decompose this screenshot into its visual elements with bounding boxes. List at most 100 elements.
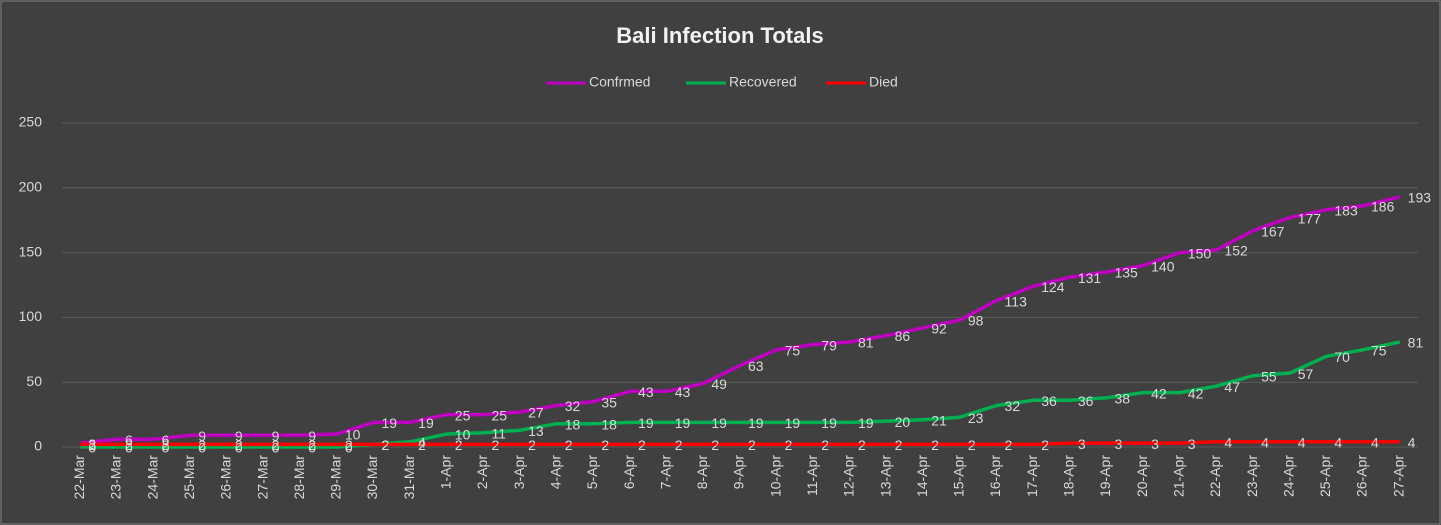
x-tick-label: 12-Apr: [841, 455, 857, 497]
y-tick-label: 250: [19, 114, 43, 130]
data-label: 32: [1005, 398, 1021, 414]
data-label: 9: [308, 428, 316, 444]
data-label: 2: [785, 437, 793, 453]
x-tick-label: 5-Apr: [584, 455, 600, 490]
data-label: 98: [968, 313, 984, 329]
data-label: 25: [491, 407, 507, 423]
data-label: 2: [491, 437, 499, 453]
x-tick-label: 27-Apr: [1390, 455, 1406, 497]
data-label: 0: [235, 440, 243, 456]
data-label: 18: [601, 416, 617, 432]
x-tick-label: 25-Apr: [1317, 455, 1333, 497]
data-label: 6: [162, 432, 170, 448]
x-tick-label: 29-Mar: [328, 455, 344, 500]
y-tick-label: 50: [26, 373, 42, 389]
data-label: 0: [198, 440, 206, 456]
data-label: 3: [1151, 436, 1159, 452]
data-label: 2: [88, 437, 96, 453]
x-tick-label: 22-Mar: [71, 455, 87, 500]
data-label: 9: [235, 428, 243, 444]
data-label: 23: [968, 410, 984, 426]
data-label: 55: [1261, 368, 1277, 384]
y-tick-label: 100: [19, 308, 43, 324]
data-label: 18: [565, 416, 581, 432]
legend-label: Confrmed: [589, 74, 650, 90]
data-label: 19: [858, 415, 874, 431]
x-tick-label: 24-Apr: [1280, 455, 1296, 497]
data-label: 2: [1005, 437, 1013, 453]
data-label: 0: [308, 440, 316, 456]
data-label: 19: [418, 415, 434, 431]
data-label: 9: [272, 428, 280, 444]
y-tick-label: 150: [19, 243, 43, 259]
data-label: 2: [821, 437, 829, 453]
x-tick-label: 26-Apr: [1354, 455, 1370, 497]
x-tick-label: 8-Apr: [694, 455, 710, 490]
data-label: 35: [601, 394, 617, 410]
data-label: 79: [821, 337, 837, 353]
x-tick-label: 7-Apr: [657, 455, 673, 490]
data-label: 2: [565, 437, 573, 453]
data-label: 4: [1371, 435, 1379, 451]
x-tick-label: 17-Apr: [1024, 455, 1040, 497]
data-label: 2: [345, 437, 353, 453]
x-tick-label: 19-Apr: [1097, 455, 1113, 497]
data-label: 2: [858, 437, 866, 453]
y-tick-label: 0: [34, 438, 42, 454]
data-label: 75: [785, 343, 801, 359]
data-label: 20: [895, 414, 911, 430]
x-tick-label: 21-Apr: [1170, 455, 1186, 497]
data-label: 2: [601, 437, 609, 453]
data-label: 2: [272, 437, 280, 453]
data-label: 2: [528, 437, 536, 453]
data-label: 10: [345, 427, 361, 443]
data-label: 135: [1114, 265, 1138, 281]
x-tick-label: 31-Mar: [401, 455, 417, 500]
data-label: 2: [638, 437, 646, 453]
x-tick-label: 27-Mar: [254, 455, 270, 500]
data-label: 2: [931, 437, 939, 453]
data-label: 2: [418, 437, 426, 453]
data-label: 19: [382, 415, 398, 431]
chart-title: Bali Infection Totals: [616, 23, 823, 48]
data-label: 38: [1114, 390, 1130, 406]
data-label: 177: [1298, 210, 1322, 226]
data-label: 36: [1041, 393, 1057, 409]
data-label: 2: [308, 437, 316, 453]
x-tick-label: 1-Apr: [438, 455, 454, 490]
data-label: 2: [675, 437, 683, 453]
x-tick-label: 10-Apr: [767, 455, 783, 497]
data-label: 0: [162, 440, 170, 456]
data-label: 0: [125, 440, 133, 456]
data-label: 167: [1261, 223, 1285, 239]
data-label: 75: [1371, 343, 1387, 359]
x-tick-label: 22-Apr: [1207, 455, 1223, 497]
data-label: 2: [895, 437, 903, 453]
x-tick-label: 23-Apr: [1244, 455, 1260, 497]
data-label: 4: [1261, 435, 1269, 451]
data-label: 19: [821, 415, 837, 431]
data-label: 36: [1078, 393, 1094, 409]
x-tick-label: 26-Mar: [218, 455, 234, 500]
legend-label: Recovered: [729, 74, 797, 90]
data-label: 140: [1151, 258, 1175, 274]
data-label: 70: [1334, 349, 1350, 365]
data-label: 4: [418, 435, 426, 451]
data-label: 9: [198, 428, 206, 444]
data-label: 19: [711, 415, 727, 431]
x-tick-label: 18-Apr: [1061, 455, 1077, 497]
data-label: 0: [345, 440, 353, 456]
data-label: 150: [1188, 245, 1212, 261]
data-label: 2: [382, 437, 390, 453]
data-label: 3: [1114, 436, 1122, 452]
data-label: 152: [1224, 243, 1248, 259]
x-tick-label: 16-Apr: [987, 455, 1003, 497]
x-tick-label: 13-Apr: [877, 455, 893, 497]
data-label: 131: [1078, 270, 1102, 286]
x-tick-label: 28-Mar: [291, 455, 307, 500]
data-label: 32: [565, 398, 581, 414]
data-label: 2: [1041, 437, 1049, 453]
series-line: [80, 440, 1400, 447]
data-label: 13: [528, 423, 544, 439]
legend-label: Died: [869, 74, 898, 90]
